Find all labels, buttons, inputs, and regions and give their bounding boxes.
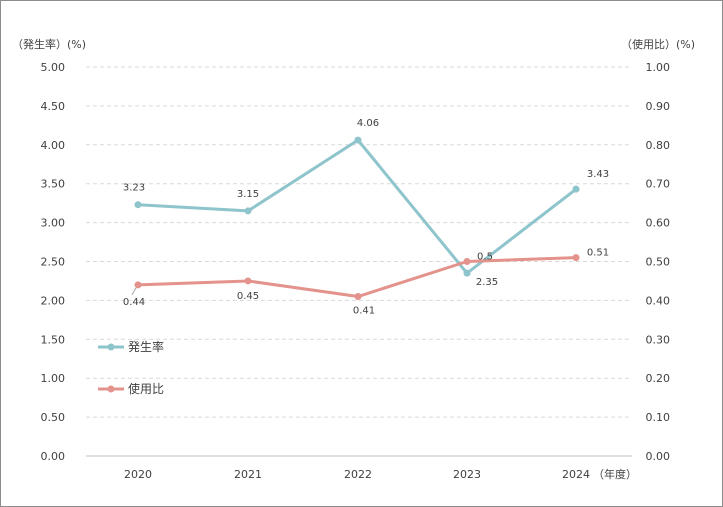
x-tick-label: 2023	[453, 468, 481, 481]
data-point	[134, 281, 142, 289]
gridlines	[86, 66, 632, 418]
data-label: 0.5	[477, 252, 493, 263]
legend-item-shiyouhi: 使用比	[98, 381, 164, 396]
data-label: 3.43	[587, 169, 609, 180]
data-point	[134, 201, 142, 209]
data-label: 0.45	[237, 291, 259, 302]
right-tick-label: 0.30	[646, 333, 671, 346]
legend-marker-shiyouhi	[107, 385, 115, 393]
right-tick-label: 0.90	[646, 100, 671, 113]
right-tick-label: 0.00	[646, 450, 671, 463]
left-axis-ticks: 0.00 0.50 1.00 1.50 2.00 2.50 3.00 3.50 4.00 4.50…	[41, 61, 66, 463]
right-tick-label: 0.60	[646, 217, 671, 230]
data-label: 0.51	[587, 248, 609, 259]
x-tick-label: 2024	[562, 468, 590, 481]
data-label: 0.44	[123, 297, 145, 308]
data-label: 3.23	[123, 183, 145, 194]
data-point	[463, 258, 471, 265]
left-tick-label: 2.00	[41, 294, 66, 307]
data-point	[354, 293, 362, 301]
data-label: 0.41	[353, 306, 375, 317]
data-label: 3.15	[237, 189, 259, 200]
legend-label-shiyouhi: 使用比	[128, 381, 164, 396]
left-tick-label: 3.00	[41, 217, 66, 230]
x-tick-label: 2022	[344, 468, 372, 481]
series-line-0	[137, 138, 577, 275]
left-tick-label: 0.50	[41, 411, 66, 424]
left-tick-label: 3.50	[41, 178, 66, 191]
legend-label-hasseiritsu: 発生率	[128, 339, 164, 354]
left-tick-label: 0.00	[41, 450, 66, 463]
data-labels: 3.23 3.15 4.06 2.35 3.43 0.44 0.45 0.41 0.5 0.51	[123, 118, 609, 316]
legend: 発生率 使用比	[98, 339, 164, 396]
left-tick-label: 4.50	[41, 100, 66, 113]
data-point	[354, 136, 362, 144]
x-axis-unit: （年度）	[593, 467, 637, 481]
data-point	[244, 207, 252, 215]
left-tick-label: 1.50	[41, 333, 66, 346]
right-tick-label: 0.80	[646, 139, 671, 152]
right-tick-label: 0.10	[646, 411, 671, 424]
data-point	[572, 185, 580, 193]
right-tick-label: 0.40	[646, 294, 671, 307]
data-point	[572, 254, 580, 262]
right-tick-label: 0.50	[646, 256, 671, 269]
right-tick-label: 0.70	[646, 178, 671, 191]
x-tick-label: 2020	[124, 468, 152, 481]
series-line-1	[137, 256, 577, 299]
right-tick-label: 1.00	[646, 61, 671, 74]
data-label: 4.06	[357, 118, 379, 129]
data-point	[244, 277, 252, 285]
left-tick-label: 5.00	[41, 61, 66, 74]
right-axis-label: （使用比）(%)	[621, 38, 695, 51]
x-axis-ticks: 2020 2021 2022 2023 2024	[124, 468, 590, 481]
legend-marker-hasseiritsu	[107, 343, 115, 351]
leader-line	[131, 287, 137, 296]
series	[134, 136, 580, 301]
left-tick-label: 2.50	[41, 256, 66, 269]
right-tick-label: 0.20	[646, 372, 671, 385]
left-tick-label: 4.00	[41, 139, 66, 152]
legend-item-hasseiritsu: 発生率	[98, 339, 164, 354]
data-label: 2.35	[476, 277, 498, 288]
left-axis-label: （発生率）(%)	[12, 37, 86, 51]
x-tick-label: 2021	[234, 468, 262, 481]
left-tick-label: 1.00	[41, 372, 66, 385]
data-point	[463, 269, 471, 277]
right-axis-ticks: 0.00 0.10 0.20 0.30 0.40 0.50 0.60 0.70 0.80 0.90…	[646, 61, 671, 463]
